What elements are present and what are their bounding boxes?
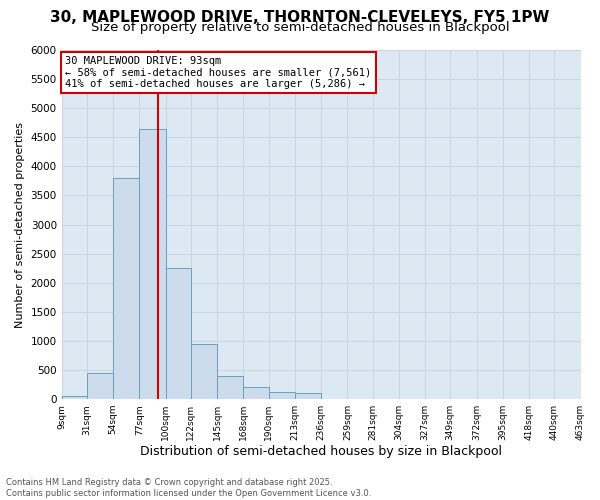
Bar — [139, 128, 166, 399]
Text: Size of property relative to semi-detached houses in Blackpool: Size of property relative to semi-detach… — [91, 22, 509, 35]
Bar — [191, 344, 217, 399]
Bar — [113, 178, 139, 399]
Bar — [87, 373, 113, 399]
Bar — [166, 268, 191, 399]
Bar — [217, 376, 244, 399]
Bar — [244, 388, 269, 399]
Bar — [269, 392, 295, 399]
Text: 30, MAPLEWOOD DRIVE, THORNTON-CLEVELEYS, FY5 1PW: 30, MAPLEWOOD DRIVE, THORNTON-CLEVELEYS,… — [50, 10, 550, 25]
Bar — [295, 392, 321, 399]
Bar — [62, 396, 87, 399]
Text: Contains HM Land Registry data © Crown copyright and database right 2025.
Contai: Contains HM Land Registry data © Crown c… — [6, 478, 371, 498]
Text: 30 MAPLEWOOD DRIVE: 93sqm
← 58% of semi-detached houses are smaller (7,561)
41% : 30 MAPLEWOOD DRIVE: 93sqm ← 58% of semi-… — [65, 56, 371, 89]
Y-axis label: Number of semi-detached properties: Number of semi-detached properties — [15, 122, 25, 328]
X-axis label: Distribution of semi-detached houses by size in Blackpool: Distribution of semi-detached houses by … — [140, 444, 502, 458]
